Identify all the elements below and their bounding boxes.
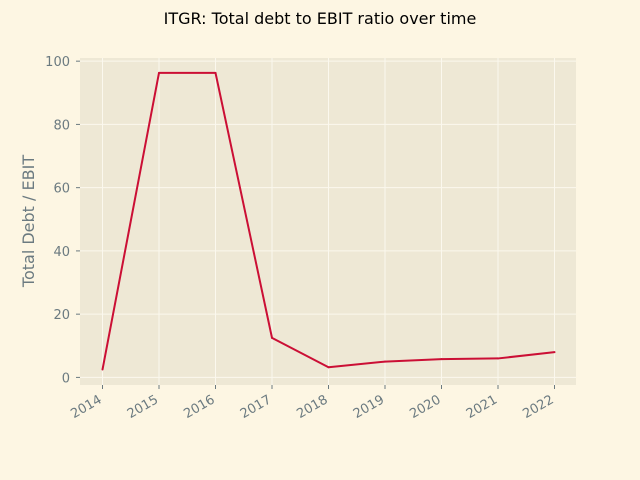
x-tick-label: 2022 bbox=[520, 392, 556, 422]
data-point bbox=[101, 368, 104, 371]
series-layer bbox=[101, 71, 556, 371]
x-tick-label: 2020 bbox=[407, 392, 443, 422]
x-tick-label: 2016 bbox=[181, 392, 217, 422]
data-point bbox=[158, 71, 160, 74]
x-axis: 2014 2015 2016 2017 2018 2019 2020 2021 2022 bbox=[68, 385, 557, 422]
data-point bbox=[327, 366, 330, 369]
y-axis: 0 20 40 60 80 100 bbox=[45, 55, 80, 386]
y-tick-label: 40 bbox=[53, 245, 70, 260]
x-tick-label: 2021 bbox=[464, 392, 500, 422]
data-point bbox=[553, 351, 556, 354]
data-point bbox=[497, 357, 499, 360]
data-point bbox=[271, 336, 273, 339]
grid-lines bbox=[80, 58, 576, 385]
data-point bbox=[440, 358, 443, 361]
y-tick-label: 60 bbox=[53, 182, 70, 197]
data-point bbox=[214, 71, 217, 74]
x-tick-label: 2014 bbox=[68, 392, 104, 422]
x-tick-label: 2015 bbox=[125, 392, 161, 422]
chart-title: ITGR: Total debt to EBIT ratio over time bbox=[164, 9, 477, 28]
x-tick-label: 2019 bbox=[351, 392, 387, 422]
y-tick-label: 0 bbox=[62, 371, 70, 386]
x-tick-label: 2018 bbox=[294, 392, 330, 422]
y-axis-label: Total Debt / EBIT bbox=[19, 155, 38, 288]
x-tick-label: 2017 bbox=[238, 392, 274, 422]
data-point bbox=[384, 360, 386, 363]
y-tick-label: 20 bbox=[53, 308, 70, 323]
y-tick-label: 100 bbox=[45, 55, 70, 70]
y-tick-label: 80 bbox=[53, 118, 70, 133]
